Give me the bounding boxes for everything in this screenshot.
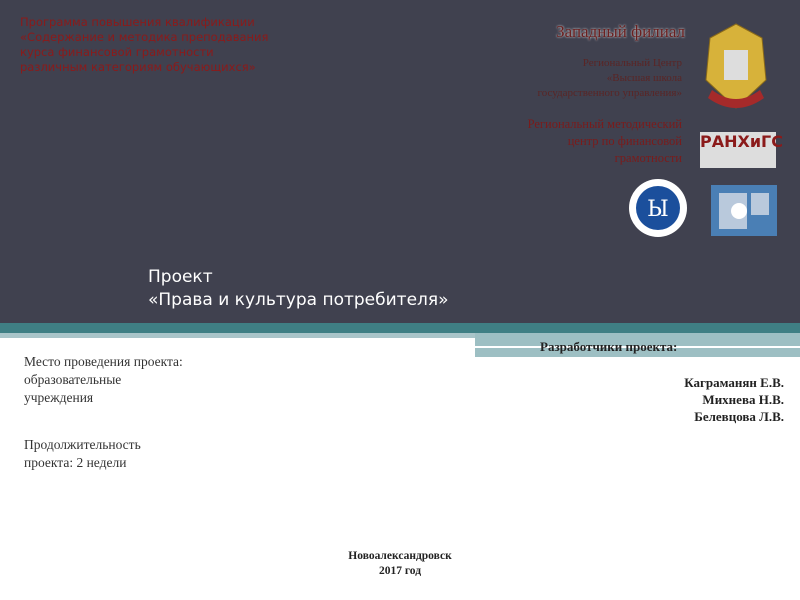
footer-year: 2017 год (378, 565, 422, 577)
regional-center: Региональный Центр «Высшая школа государ… (537, 56, 682, 101)
ranepa-logo-text: РАНХиГС (700, 132, 783, 151)
branch-title: Западный филиал (556, 22, 685, 41)
venue-text: Место проведения проекта: образовательны… (24, 353, 183, 407)
developers-heading: Разработчики проекта: (540, 339, 678, 354)
footer: Новоалександровск 2017 год (300, 549, 500, 579)
program-title: Программа повышения квалификации «Содерж… (20, 15, 268, 75)
venue-line: Место проведения проекта: (24, 354, 183, 369)
venue-line: образовательные (24, 372, 122, 387)
program-line: Программа повышения квалификации (20, 15, 255, 29)
duration-line: Продолжительность (24, 437, 141, 452)
developer-name: Михнева Н.В. (702, 392, 784, 407)
project-title: Проект «Права и культура потребителя» (148, 266, 449, 312)
venue-line: учреждения (24, 390, 94, 405)
project-title-line: Проект (148, 267, 213, 287)
header-background (0, 0, 800, 323)
light-stripe (0, 333, 475, 338)
ranepa-logo: РАНХиГС (700, 132, 783, 168)
developers-list: Каграманян Е.В. Михнева Н.В. Белевцова Л… (684, 374, 784, 425)
footer-city: Новоалександровск (348, 550, 452, 562)
program-line: курса финансовой грамотности (20, 45, 214, 59)
teal-band (0, 323, 800, 333)
center-line: Региональный Центр (582, 57, 682, 69)
project-title-line: «Права и культура потребителя» (148, 290, 449, 310)
method-line: Региональный методический (527, 117, 682, 131)
program-line: «Содержание и методика преподавания (20, 30, 269, 44)
hse-logo-icon: Ы (629, 179, 687, 237)
fin-literacy-logo-icon (711, 185, 777, 236)
svg-text:Ы: Ы (647, 197, 669, 222)
duration-text: Продолжительность проекта: 2 недели (24, 436, 141, 472)
method-line: центр по финансовой (567, 134, 682, 148)
developer-name: Белевцова Л.В. (694, 409, 784, 424)
methodical-center: Региональный методический центр по финан… (528, 116, 682, 167)
right-stripe-block (475, 333, 800, 357)
ranepa-emblem-icon (705, 23, 767, 109)
duration-line: проекта: 2 недели (24, 455, 127, 470)
method-line: грамотности (614, 151, 682, 165)
developer-name: Каграманян Е.В. (684, 375, 784, 390)
white-line (475, 346, 800, 348)
center-line: «Высшая школа (606, 72, 682, 84)
program-line: различным категориям обучающихся» (20, 60, 256, 74)
center-line: государственного управления» (537, 87, 682, 99)
